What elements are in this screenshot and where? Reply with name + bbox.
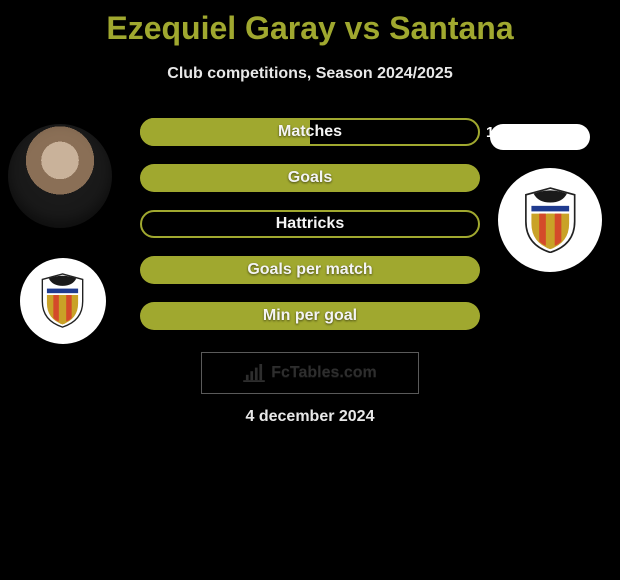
player-right-photo-slot bbox=[490, 124, 590, 150]
player-left-crest bbox=[20, 258, 106, 344]
page-subtitle: Club competitions, Season 2024/2025 bbox=[0, 65, 620, 83]
valencia-crest-icon bbox=[35, 273, 90, 328]
bar-label: Goals per match bbox=[140, 256, 480, 284]
stat-bar: Hattricks bbox=[140, 210, 480, 238]
stat-bar: Goals per match bbox=[140, 256, 480, 284]
stat-bar: Matches1 bbox=[140, 118, 480, 146]
player-right-crest bbox=[498, 168, 602, 272]
bar-label: Matches bbox=[140, 118, 480, 146]
stat-bar: Goals bbox=[140, 164, 480, 192]
stat-bar: Min per goal bbox=[140, 302, 480, 330]
valencia-crest-icon bbox=[517, 187, 584, 254]
bar-label: Goals bbox=[140, 164, 480, 192]
chart-icon bbox=[243, 364, 265, 382]
bars-container: Matches1 Goals Hattricks Goals per match Min… bbox=[140, 118, 480, 330]
watermark: FcTables.com bbox=[201, 352, 419, 394]
player-left-photo bbox=[8, 124, 112, 228]
date-label: 4 december 2024 bbox=[0, 408, 620, 426]
watermark-text: FcTables.com bbox=[271, 364, 377, 382]
bar-label: Min per goal bbox=[140, 302, 480, 330]
page-title: Ezequiel Garay vs Santana bbox=[0, 0, 620, 47]
bar-label: Hattricks bbox=[140, 210, 480, 238]
